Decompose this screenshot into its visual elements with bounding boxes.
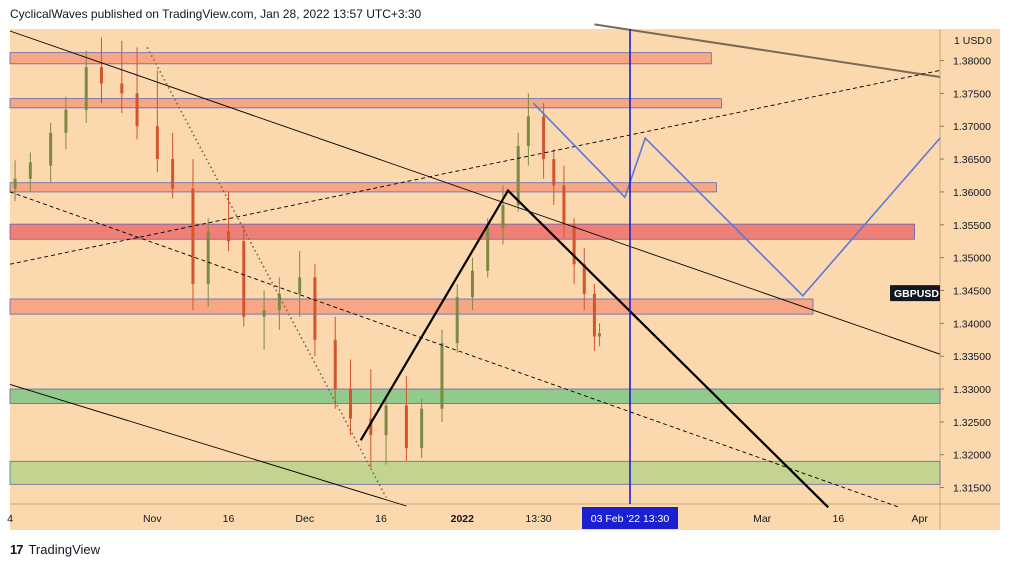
price-tick-label: 1.33000 bbox=[953, 384, 991, 396]
candle-body bbox=[227, 231, 231, 242]
cursor-time-badge bbox=[582, 507, 678, 529]
time-tick-label: Dec bbox=[295, 513, 314, 525]
candle-body bbox=[440, 343, 444, 409]
chart[interactable]: 1 USD 0 1.38000 1.37500 1.37000 1.36500 1.3600… bbox=[0, 0, 1009, 540]
candle-body bbox=[384, 405, 388, 436]
candle-body bbox=[582, 264, 586, 294]
line-channel_thin-1 bbox=[9, 30, 941, 355]
line-dashed-4 bbox=[9, 69, 941, 265]
candle-body bbox=[120, 83, 124, 94]
line-long_trend-0 bbox=[594, 23, 941, 78]
time-axis-bg bbox=[10, 504, 1000, 530]
candle-body bbox=[49, 132, 53, 166]
candle-body bbox=[171, 159, 175, 189]
price-tick-label: 1.32000 bbox=[953, 450, 991, 462]
publish-header: CyclicalWaves published on TradingView.c… bbox=[10, 7, 421, 21]
price-axis-bg bbox=[940, 29, 1000, 504]
candle-body bbox=[486, 228, 490, 271]
candle-body bbox=[242, 241, 246, 317]
candle-body bbox=[333, 339, 337, 390]
tradingview-logo-icon: 17 bbox=[10, 542, 24, 557]
candle-body bbox=[455, 297, 459, 344]
candle-body bbox=[516, 145, 520, 206]
publish-line: CyclicalWaves published on TradingView.c… bbox=[10, 7, 422, 21]
candle-body bbox=[262, 310, 266, 317]
line-dashed-3 bbox=[9, 191, 900, 508]
price-tick-label: 1.37500 bbox=[953, 88, 991, 100]
price-unit-label: 1 USD bbox=[954, 35, 985, 47]
price-tick-label: 1.35500 bbox=[953, 220, 991, 232]
price-tick-label: 1.38000 bbox=[953, 56, 991, 68]
candle-body bbox=[552, 159, 556, 186]
candle-body bbox=[135, 93, 139, 127]
symbol-badge-label: GBPUSD bbox=[894, 288, 939, 300]
candle-body bbox=[313, 277, 317, 340]
price-tick-label: 1.32500 bbox=[953, 417, 991, 429]
candle-body bbox=[84, 67, 88, 110]
candle-body bbox=[277, 293, 281, 311]
drawing-lines bbox=[9, 23, 941, 509]
time-tick-label: Apr bbox=[912, 513, 929, 525]
chart-labels: GBPUSD 03 Feb '22 13:30 bbox=[582, 285, 940, 529]
price-zone-6 bbox=[9, 460, 941, 485]
candle-body bbox=[562, 185, 566, 225]
candle-body bbox=[470, 270, 474, 298]
candle-body bbox=[99, 67, 103, 84]
candle-body bbox=[28, 162, 32, 179]
price-unit-suffix: 0 bbox=[986, 35, 992, 47]
price-zone-0 bbox=[9, 52, 712, 65]
candle-body bbox=[598, 333, 602, 337]
candle-body bbox=[206, 231, 210, 284]
price-tick-label: 1.36000 bbox=[953, 187, 991, 199]
time-tick-label: 4 bbox=[7, 513, 13, 525]
candle-body bbox=[526, 116, 530, 146]
price-zones bbox=[9, 52, 941, 485]
price-tick-label: 1.34000 bbox=[953, 318, 991, 330]
candle-body bbox=[592, 293, 596, 337]
candle-body bbox=[542, 116, 546, 160]
candle-body bbox=[369, 418, 373, 436]
symbol-badge bbox=[890, 285, 940, 302]
price-tick-label: 1.34500 bbox=[953, 285, 991, 297]
price-zone-5 bbox=[9, 388, 941, 404]
price-tick-label: 1.33500 bbox=[953, 351, 991, 363]
price-tick-label: 1.37000 bbox=[953, 121, 991, 133]
candle-body bbox=[155, 126, 159, 160]
line-channel_thin-2 bbox=[9, 383, 407, 507]
candle-body bbox=[64, 109, 68, 133]
price-tick-label: 1.35000 bbox=[953, 253, 991, 265]
time-axis[interactable]: 4 Nov 16 Dec 16 2022 13:30 Mar 16 Apr bbox=[7, 513, 928, 525]
price-axis[interactable]: 1 USD 0 1.38000 1.37500 1.37000 1.36500 1.3600… bbox=[940, 35, 992, 495]
price-tick-label: 1.36500 bbox=[953, 154, 991, 166]
candle-body bbox=[404, 405, 408, 449]
candle-body bbox=[420, 408, 424, 449]
time-tick-label: 13:30 bbox=[525, 513, 551, 525]
price-tick-label: 1.31500 bbox=[953, 483, 991, 495]
candle-body bbox=[572, 224, 576, 265]
candle-body bbox=[298, 277, 302, 294]
cursor-time-label: 03 Feb '22 13:30 bbox=[591, 513, 670, 525]
time-tick-label: 16 bbox=[223, 513, 235, 525]
time-tick-label: 2022 bbox=[451, 513, 475, 525]
candle-body bbox=[191, 188, 195, 284]
price-zone-1 bbox=[9, 98, 722, 109]
line-bold-6 bbox=[359, 188, 829, 509]
tradingview-brand: TradingView bbox=[28, 542, 101, 557]
time-tick-label: 16 bbox=[833, 513, 845, 525]
candle-body bbox=[348, 389, 352, 419]
price-zone-3 bbox=[9, 223, 915, 240]
time-tick-label: Mar bbox=[753, 513, 772, 525]
time-tick-label: Nov bbox=[143, 513, 162, 525]
price-zone-4 bbox=[9, 298, 814, 315]
tradingview-footer: 17 TradingView bbox=[10, 542, 100, 557]
price-zone-2 bbox=[9, 182, 717, 193]
time-tick-label: 16 bbox=[375, 513, 387, 525]
line-projection-7 bbox=[532, 102, 941, 297]
candle-body bbox=[501, 205, 505, 229]
candle-body bbox=[13, 178, 17, 189]
